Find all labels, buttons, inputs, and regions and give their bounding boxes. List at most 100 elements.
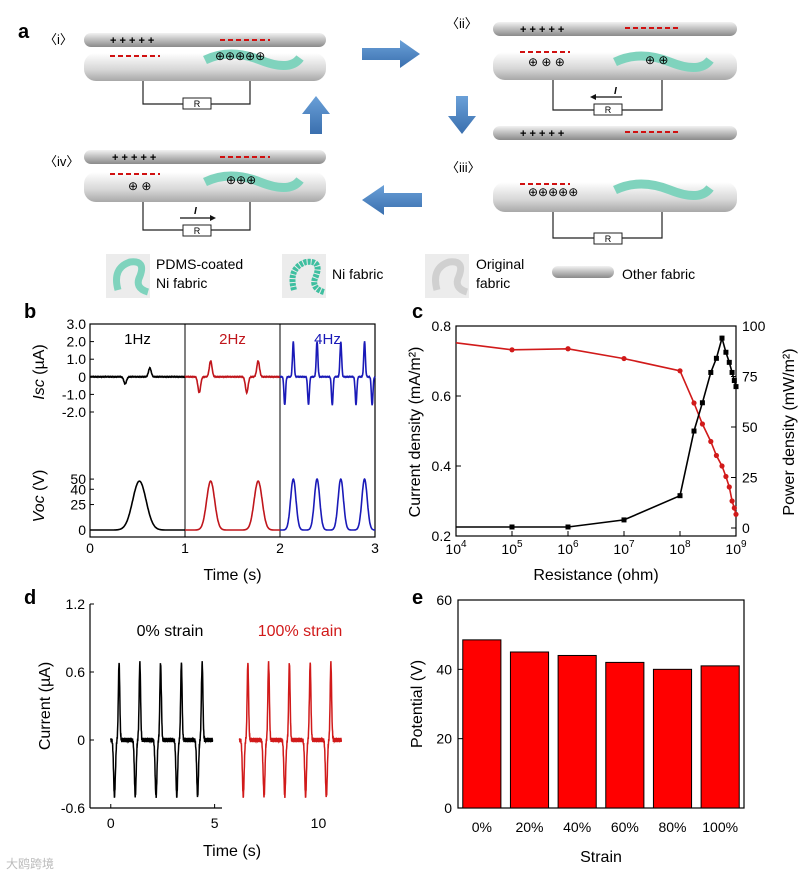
positive-charges: + + + + + (520, 24, 564, 36)
frequency-label: 4Hz (314, 331, 341, 348)
y-tick-label-right: 25 (742, 470, 758, 486)
other-fabric-layer (493, 126, 737, 140)
power-density-point (729, 369, 735, 375)
stage-iii: + + + + + 〈iii〉 ⊕⊕⊕⊕⊕ R (446, 126, 737, 245)
x-tick-label: 10 (311, 815, 327, 831)
legend-label-ni: Ni fabric (332, 266, 383, 282)
legend: PDMS-coated Ni fabric Ni fabric Original… (106, 254, 695, 298)
pdms-ni-fiber (203, 171, 304, 192)
current-density-point (677, 368, 683, 374)
isc-trace-1Hz (89, 366, 186, 386)
x-tick-label: 100% (702, 819, 738, 835)
resistor-label: R (194, 99, 201, 109)
y-tick-label-left: 0.6 (432, 388, 452, 404)
bar (652, 668, 693, 809)
y-tick-label: 20 (436, 731, 452, 747)
y-tick-label-right: 0 (742, 520, 750, 536)
current-density-point (699, 421, 706, 427)
power-density-point (726, 359, 732, 365)
x-tick-label: 109 (725, 539, 747, 557)
x-tick-label: 0 (107, 815, 115, 831)
y-axis-label-isc: Isc (µA) (31, 344, 48, 399)
power-density-point (677, 493, 683, 499)
stage-label-iii: 〈iii〉 (446, 160, 481, 175)
current-density-point (733, 511, 739, 517)
y-tick-label: -0.6 (61, 800, 85, 816)
resistor (593, 232, 623, 245)
stage-label-ii: 〈ii〉 (446, 16, 478, 31)
resistor-label: R (194, 226, 201, 236)
current-trace-100--strain (238, 661, 343, 798)
x-tick-label: 80% (658, 819, 686, 835)
current-arrow-head (210, 215, 216, 221)
y-tick-label: 0.6 (66, 664, 86, 680)
y-tick-label-left: 0.2 (432, 528, 452, 544)
y-tick-label-right: 50 (742, 419, 758, 435)
current-label: I (614, 86, 617, 97)
current-density-point (713, 452, 720, 459)
panel-label-a: a (18, 21, 30, 43)
series-label: 100% strain (258, 623, 343, 640)
y-tick-label: 1.2 (66, 596, 86, 612)
y-tick-label: 2.0 (67, 334, 87, 350)
legend-label-pdms-1: PDMS-coated (156, 256, 243, 272)
panel-label-d: d (24, 587, 36, 609)
y-tick-label-right: 75 (742, 369, 758, 385)
panel-label-e: e (412, 587, 423, 609)
panel-e-chart: 0 20 40 60 0% 20% 40% 60% 80% 100% Strain Potential… (409, 592, 745, 866)
resistor-label: R (605, 105, 612, 115)
current-density-point (708, 438, 714, 445)
series-label: 0% strain (137, 623, 204, 640)
power-density-point (699, 400, 705, 406)
power-density-point (733, 384, 739, 390)
x-tick-label: 1 (181, 540, 189, 556)
x-tick-label: 2 (276, 540, 284, 556)
pdms-ni-fiber (613, 179, 714, 200)
resistor (182, 224, 212, 237)
y-axis-label: Potential (V) (409, 660, 426, 748)
induced-charges: ⊕ ⊕ (645, 53, 668, 67)
legend-label-original-2: fabric (476, 275, 510, 291)
plot-frame (457, 599, 745, 809)
x-axis-label: Resistance (ohm) (533, 567, 658, 584)
voc-trace-1Hz (90, 480, 185, 531)
power-density-point (713, 355, 719, 361)
y-tick-label: 0 (78, 369, 86, 385)
current-density-point (731, 505, 737, 511)
bar (557, 654, 597, 809)
flow-arrow-left (362, 185, 422, 215)
power-density-point (691, 428, 697, 434)
stage-ii: 〈ii〉 + + + + + ⊕ ⊕ ⊕ ⊕ ⊕ R I (446, 16, 737, 116)
isc-trace-2Hz (184, 360, 281, 396)
bar (605, 661, 645, 809)
current-arrow-head (590, 94, 596, 100)
legend-label-other: Other fabric (622, 266, 695, 282)
legend-label-original-1: Original (476, 256, 524, 272)
stage-label-iv: 〈iv〉 (44, 154, 79, 169)
frequency-label: 1Hz (124, 331, 151, 348)
watermark: 大鸥跨境 (6, 856, 54, 871)
y-tick-label: 0 (77, 732, 85, 748)
y-axis-label-right: Power density (mW/m²) (781, 348, 798, 515)
power-density-point (708, 369, 714, 375)
y-tick-label: -1.0 (62, 386, 86, 402)
resistor (593, 103, 623, 116)
flow-arrow-down (448, 96, 476, 134)
y-tick-label: 40 (436, 661, 452, 677)
resistor-label: R (605, 234, 612, 244)
panel-label-b: b (24, 301, 36, 323)
power-density-point (621, 517, 627, 523)
y-axis-label: Current (µA) (37, 662, 54, 750)
x-axis-label: Time (s) (203, 843, 261, 860)
current-trace-0--strain (110, 661, 214, 798)
power-density-point (565, 524, 571, 530)
x-tick-label: 0 (86, 540, 94, 556)
current-label: I (194, 206, 197, 217)
y-tick-label-left: 0.8 (432, 318, 452, 334)
stage-i: 〈i〉 + + + + + ⊕⊕⊕⊕⊕ R (44, 32, 326, 110)
current-density-point (621, 355, 627, 362)
plot-frame (455, 325, 737, 537)
x-tick-label: 106 (557, 539, 579, 557)
